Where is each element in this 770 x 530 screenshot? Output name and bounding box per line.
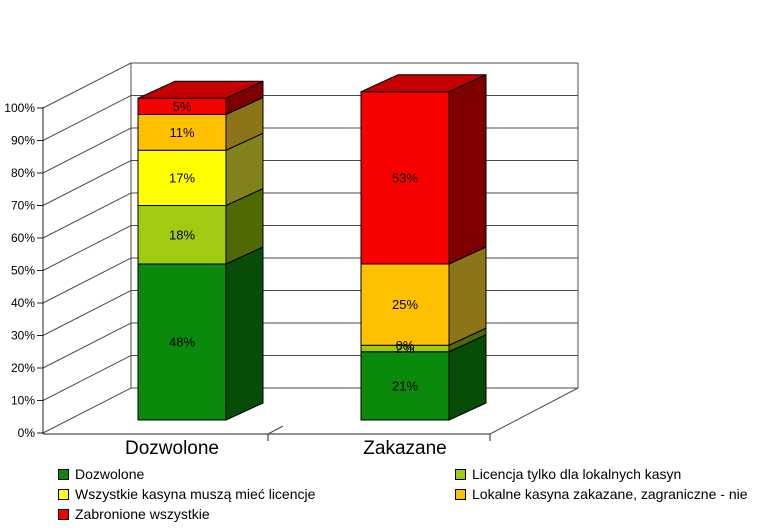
category-divider-depth-tick bbox=[267, 425, 284, 435]
left-wall-gridline bbox=[42, 257, 132, 304]
bar-segment-label: 18% bbox=[169, 227, 195, 242]
legend-key-swatch bbox=[58, 468, 69, 480]
legend-item-label: Wszystkie kasyna muszą mieć licencje bbox=[75, 486, 316, 502]
left-wall-gridline bbox=[42, 160, 132, 206]
y-axis-tick-label: 50% bbox=[11, 264, 35, 278]
category-label-dozwolone: Dozwolone bbox=[125, 438, 219, 459]
bar-segment-side bbox=[448, 73, 487, 265]
y-axis-tick-label: 20% bbox=[11, 361, 35, 375]
bar-segment-label: 25% bbox=[392, 297, 418, 312]
y-axis-tick-label: 0% bbox=[18, 426, 36, 440]
legend-key-swatch bbox=[58, 508, 69, 520]
left-wall-gridline bbox=[42, 387, 132, 434]
bar-segment-label: 2% bbox=[396, 341, 415, 356]
left-wall-gridline bbox=[42, 355, 132, 401]
left-wall-gridline bbox=[42, 62, 132, 109]
legend-key-swatch bbox=[455, 468, 466, 480]
y-axis-tick-label: 10% bbox=[11, 394, 35, 408]
y-axis-tick-label: 60% bbox=[11, 231, 35, 245]
legend-item-label: Zabronione wszystkie bbox=[75, 506, 210, 522]
left-wall-gridline bbox=[42, 290, 132, 336]
left-wall-gridline bbox=[42, 127, 132, 174]
legend-key-swatch bbox=[58, 488, 69, 500]
bar-segment-label: 5% bbox=[173, 99, 192, 114]
legend-item: Licencja tylko dla lokalnych kasyn bbox=[455, 466, 681, 482]
bar-segment-label: 0% bbox=[396, 338, 415, 353]
legend-key-swatch bbox=[455, 488, 466, 500]
y-axis-tick-label: 100% bbox=[4, 101, 35, 115]
bar-top bbox=[360, 74, 487, 93]
bar-segment-label: 17% bbox=[169, 170, 195, 185]
bar-segment-label: 48% bbox=[169, 335, 195, 350]
legend-item-label: Licencja tylko dla lokalnych kasyn bbox=[472, 466, 682, 482]
y-axis-tick-label: 30% bbox=[11, 329, 35, 343]
left-wall-gridline bbox=[42, 95, 132, 141]
legend-item-label: Dozwolone bbox=[75, 466, 145, 482]
legend-item-label: Lokalne kasyna zakazane, zagraniczne - n… bbox=[472, 486, 748, 502]
category-label-zakazane: Zakazane bbox=[363, 438, 446, 459]
legend-item: Wszystkie kasyna muszą mieć licencje bbox=[58, 486, 315, 502]
legend-item: Lokalne kasyna zakazane, zagraniczne - n… bbox=[455, 486, 748, 502]
bar-top bbox=[137, 80, 264, 99]
bar-segment-label: 53% bbox=[392, 170, 418, 185]
y-axis-tick-label: 70% bbox=[11, 199, 35, 213]
bar-segment-label: 11% bbox=[169, 125, 194, 140]
floor-right-edge bbox=[489, 387, 579, 435]
y-axis-tick-label: 80% bbox=[11, 166, 35, 180]
left-wall-gridline bbox=[42, 322, 132, 369]
legend-item: Zabronione wszystkie bbox=[58, 506, 210, 522]
legend-item: Dozwolone bbox=[58, 466, 144, 482]
left-wall-gridline bbox=[42, 225, 132, 271]
y-axis-tick-label: 40% bbox=[11, 296, 35, 310]
left-wall-gridline bbox=[42, 192, 132, 239]
y-axis-tick-label: 90% bbox=[11, 134, 35, 148]
bar-segment-label: 21% bbox=[392, 378, 418, 393]
bar-segment-side bbox=[225, 246, 264, 421]
